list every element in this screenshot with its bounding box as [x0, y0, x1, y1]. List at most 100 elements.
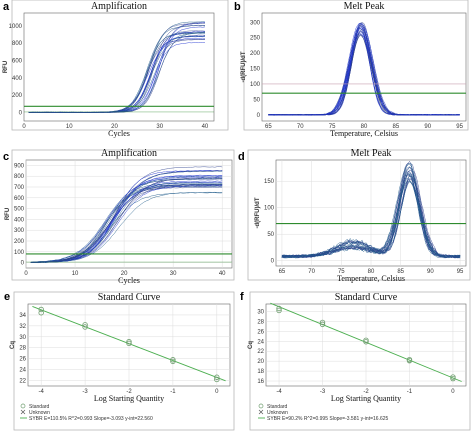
- legend-standard: Standard: [267, 404, 288, 410]
- y-tick-label: 24: [19, 368, 26, 374]
- melt-curve: [281, 170, 461, 259]
- y-tick-label: 150: [250, 67, 261, 73]
- x-tick-label: -4: [276, 389, 282, 395]
- standard-point: [450, 375, 456, 382]
- y-tick-label: 22: [257, 349, 264, 355]
- y-tick-label: 30: [19, 335, 26, 341]
- panel-letter: d: [238, 151, 245, 163]
- x-tick-label: 85: [397, 269, 404, 275]
- y-tick-label: 20: [257, 359, 264, 365]
- x-tick-label: 70: [308, 269, 315, 275]
- panel-letter: e: [4, 291, 10, 303]
- chart-title: Melt Peak: [351, 148, 392, 159]
- x-tick-label: 80: [361, 124, 368, 130]
- y-tick-label: 28: [257, 319, 264, 325]
- standard-point: [38, 310, 44, 316]
- y-tick-label: 16: [257, 379, 264, 385]
- standard-point: [363, 339, 369, 345]
- y-tick-label: 250: [250, 36, 261, 42]
- x-tick-label: 70: [297, 124, 304, 130]
- plot-area: [23, 12, 215, 122]
- amplification-curve: [30, 191, 223, 263]
- standard-point: [170, 358, 176, 365]
- x-tick-label: 40: [219, 271, 226, 277]
- x-axis-label: Temperature, Celsius: [337, 274, 405, 283]
- y-tick-label: 400: [14, 217, 25, 223]
- y-tick-label: 600: [14, 196, 25, 202]
- y-tick-label: 500: [14, 207, 25, 213]
- y-tick-label: 200: [12, 93, 23, 99]
- standard-point: [276, 305, 282, 312]
- y-tick-label: 0: [271, 259, 275, 265]
- x-tick-label: 65: [279, 269, 286, 275]
- y-tick-label: 26: [19, 357, 26, 363]
- x-axis-label: Temperature, Celsius: [330, 129, 398, 138]
- standard-point: [82, 322, 88, 328]
- legend-fit: SYBR E=110.5% R^2=0.993 Slope=-3.093 y-i…: [29, 416, 153, 422]
- y-tick-label: 30: [257, 309, 264, 315]
- standard-point: [38, 306, 44, 313]
- y-tick-label: 700: [14, 185, 25, 191]
- x-tick-label: 95: [457, 269, 464, 275]
- legend-unknown-marker: [258, 409, 264, 415]
- x-tick-label: 75: [338, 269, 345, 275]
- x-tick-label: 90: [424, 124, 431, 130]
- x-tick-label: 0: [215, 389, 219, 395]
- x-tick-label: 80: [368, 269, 375, 275]
- x-tick-label: 90: [427, 269, 434, 275]
- chart-title: Standard Curve: [335, 292, 398, 303]
- melt-curve: [281, 175, 461, 259]
- panel-letter: b: [234, 1, 241, 13]
- panel-letter: c: [3, 151, 9, 163]
- legend-fit: SYBR E=90.2% R^2=0.995 Slope=-3.581 y-in…: [267, 416, 389, 422]
- y-tick-label: 50: [253, 97, 260, 103]
- standard-point: [126, 340, 132, 347]
- legend-standard-marker: [20, 403, 26, 409]
- y-axis-label: Cq: [248, 341, 254, 349]
- x-axis-label: Cycles: [118, 276, 140, 285]
- y-tick-label: 200: [14, 239, 25, 245]
- x-tick-label: 30: [156, 124, 163, 130]
- y-tick-label: 300: [250, 20, 261, 26]
- panel-d: d Melt Peak 65 70 75 80 85 90 95 0 50 100 150 Tempera…: [238, 148, 471, 283]
- standard-point: [214, 374, 220, 380]
- melt-curve: [268, 27, 460, 116]
- y-axis-label: -d(RFU)/dT: [255, 197, 261, 228]
- amplification-curve: [30, 175, 223, 263]
- chart-title: Amplification: [101, 148, 157, 159]
- x-tick-label: 0: [24, 271, 28, 277]
- y-tick-label: 26: [257, 329, 264, 335]
- y-tick-label: 50: [267, 232, 274, 238]
- legend-standard-marker: [258, 403, 264, 409]
- y-tick-label: 100: [250, 82, 261, 88]
- x-tick-label: -3: [320, 389, 326, 395]
- legend-standard: Standard: [29, 404, 50, 410]
- y-tick-label: 28: [19, 346, 26, 352]
- y-tick-label: 32: [19, 324, 26, 330]
- legend-unknown: Unknown: [29, 410, 50, 416]
- y-tick-label: 24: [257, 339, 264, 345]
- y-tick-label: 22: [19, 379, 26, 385]
- x-tick-label: 75: [329, 124, 336, 130]
- standard-point: [319, 321, 326, 328]
- y-axis-label: RFU: [5, 208, 11, 220]
- y-tick-label: 600: [12, 59, 23, 65]
- standard-point: [363, 337, 369, 343]
- standard-point: [276, 307, 282, 314]
- y-tick-label: 800: [12, 41, 23, 47]
- y-tick-label: 400: [12, 76, 23, 82]
- chart-title: Standard Curve: [98, 292, 161, 303]
- y-tick-label: 900: [14, 163, 25, 169]
- panel-letter: a: [3, 1, 10, 13]
- y-tick-label: 1000: [9, 24, 23, 30]
- x-tick-label: 40: [202, 124, 209, 130]
- legend-unknown-marker: [20, 409, 26, 415]
- amplification-curve: [30, 177, 223, 263]
- melt-curve: [281, 180, 461, 259]
- x-axis-label: Log Starting Quantity: [331, 394, 401, 403]
- y-tick-label: 34: [19, 313, 26, 319]
- amplification-curve: [30, 170, 223, 263]
